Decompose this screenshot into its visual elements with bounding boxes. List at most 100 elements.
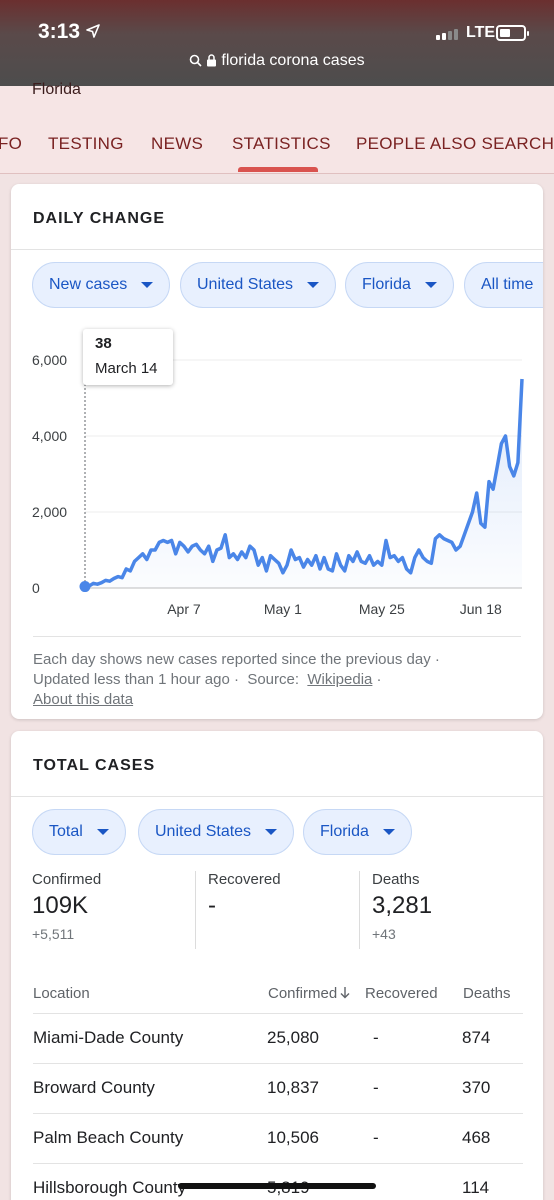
stat-deaths: Deaths 3,281 +43 bbox=[372, 871, 432, 942]
tab-strip: FO TESTING NEWS STATISTICS PEOPLE ALSO S… bbox=[0, 118, 554, 174]
tab-info[interactable]: FO bbox=[0, 134, 23, 153]
total-country-label: United States bbox=[155, 823, 252, 840]
daily-change-chart[interactable]: 0 2,000 4,000 6,000 Apr 7 May 1 May 25 Jun 18 bbox=[11, 324, 543, 624]
tab-people-also-search[interactable]: PEOPLE ALSO SEARCH F bbox=[356, 134, 554, 153]
cell-confirmed: 25,080 bbox=[267, 1028, 319, 1047]
cell-recovered: - bbox=[373, 1028, 379, 1047]
cell-location: Hillsborough County bbox=[33, 1178, 187, 1197]
y-tick-label: 2,000 bbox=[32, 504, 67, 520]
country-dropdown[interactable]: United States bbox=[180, 262, 337, 308]
home-indicator[interactable] bbox=[178, 1183, 376, 1189]
tooltip-date: March 14 bbox=[95, 360, 158, 377]
stat-delta: +5,511 bbox=[32, 926, 75, 942]
status-time: 3:13 bbox=[38, 20, 81, 43]
column-header-deaths[interactable]: Deaths bbox=[463, 985, 511, 1002]
dropdown-caret-icon bbox=[265, 829, 278, 835]
dropdown-caret-icon bbox=[424, 282, 437, 288]
column-header-location[interactable]: Location bbox=[33, 985, 90, 1002]
chart-tooltip: 38 March 14 bbox=[83, 329, 173, 385]
cell-deaths: 468 bbox=[462, 1128, 491, 1147]
dropdown-caret-icon bbox=[96, 829, 109, 835]
time-range-dropdown[interactable]: All time bbox=[464, 262, 543, 308]
cell-deaths: 874 bbox=[462, 1028, 491, 1047]
table-row[interactable]: Broward County 10,837 - 370 bbox=[33, 1063, 523, 1113]
x-tick-label: May 1 bbox=[264, 601, 302, 617]
dropdown-caret-icon bbox=[307, 282, 320, 288]
stat-separator bbox=[359, 871, 360, 949]
dropdown-caret-icon bbox=[382, 829, 395, 835]
stat-recovered: Recovered - bbox=[208, 871, 281, 920]
cell-deaths: 370 bbox=[462, 1078, 491, 1097]
card-divider bbox=[11, 796, 543, 797]
stat-confirmed: Confirmed 109K +5,511 bbox=[32, 871, 101, 942]
sort-down-arrow-icon bbox=[340, 987, 350, 999]
chart-footnote: Each day shows new cases reported since … bbox=[33, 650, 513, 710]
footnote-line1: Each day shows new cases reported since … bbox=[33, 651, 440, 668]
x-tick-label: May 25 bbox=[359, 601, 405, 617]
battery-icon bbox=[496, 25, 529, 41]
cell-confirmed: 10,837 bbox=[267, 1078, 319, 1097]
cell-confirmed: 10,506 bbox=[267, 1128, 319, 1147]
metric-dropdown[interactable]: New cases bbox=[32, 262, 171, 308]
table-row[interactable]: Hillsborough County 5,819 114 bbox=[33, 1163, 523, 1200]
cell-recovered: - bbox=[373, 1078, 379, 1097]
url-bar[interactable]: florida corona cases bbox=[0, 52, 554, 70]
stat-label: Deaths bbox=[372, 871, 420, 888]
source-link[interactable]: Wikipedia bbox=[307, 671, 373, 688]
knowledge-header bbox=[0, 86, 554, 174]
about-data-link[interactable]: About this data bbox=[33, 691, 134, 708]
cell-location: Miami-Dade County bbox=[33, 1028, 184, 1047]
total-country-dropdown[interactable]: United States bbox=[138, 809, 295, 855]
metric-dropdown-label: New cases bbox=[49, 276, 128, 293]
daily-change-title: DAILY CHANGE bbox=[33, 210, 166, 227]
stat-value: 3,281 bbox=[372, 892, 433, 919]
total-region-label: Florida bbox=[320, 823, 369, 840]
column-header-confirmed-label: Confirmed bbox=[268, 985, 338, 1002]
cell-location: Broward County bbox=[33, 1078, 155, 1097]
stat-delta: +43 bbox=[372, 926, 396, 942]
footnote-source-label: Source: bbox=[247, 671, 300, 688]
region-dropdown[interactable]: Florida bbox=[345, 262, 454, 308]
place-name: Florida bbox=[32, 81, 81, 98]
y-tick-label: 4,000 bbox=[32, 428, 67, 444]
y-tick-label: 0 bbox=[32, 580, 40, 596]
footnote-updated: Updated less than 1 hour ago bbox=[33, 671, 230, 688]
chart-svg: 0 2,000 4,000 6,000 Apr 7 May 1 May 25 Jun 18 bbox=[32, 352, 524, 617]
total-region-dropdown[interactable]: Florida bbox=[303, 809, 412, 855]
region-dropdown-label: Florida bbox=[362, 276, 411, 293]
search-icon bbox=[190, 54, 202, 67]
table-row[interactable]: Palm Beach County 10,506 - 468 bbox=[33, 1113, 523, 1163]
header-divider bbox=[0, 173, 554, 174]
stat-label: Confirmed bbox=[32, 871, 102, 888]
table-row[interactable]: Miami-Dade County 25,080 - 874 bbox=[33, 1013, 523, 1063]
stat-value: 109K bbox=[32, 892, 89, 919]
tab-news[interactable]: NEWS bbox=[151, 134, 204, 153]
dropdown-caret-icon bbox=[141, 282, 154, 288]
url-query: florida corona cases bbox=[221, 52, 365, 69]
hover-point bbox=[79, 581, 91, 593]
tab-statistics[interactable]: STATISTICS bbox=[232, 134, 331, 153]
active-tab-indicator bbox=[238, 167, 318, 172]
card-divider bbox=[11, 249, 543, 250]
country-dropdown-label: United States bbox=[197, 276, 294, 293]
tab-testing[interactable]: TESTING bbox=[48, 134, 124, 153]
column-header-confirmed[interactable]: Confirmed bbox=[268, 985, 351, 1002]
x-tick-label: Apr 7 bbox=[167, 601, 201, 617]
daily-change-card: DAILY CHANGE New cases United States Flo… bbox=[11, 184, 543, 719]
column-header-recovered[interactable]: Recovered bbox=[365, 985, 438, 1002]
time-range-dropdown-label: All time bbox=[481, 276, 534, 293]
series-area bbox=[85, 379, 522, 588]
total-metric-dropdown[interactable]: Total bbox=[32, 809, 126, 855]
cell-location: Palm Beach County bbox=[33, 1128, 184, 1147]
network-type: LTE bbox=[466, 24, 496, 41]
cell-recovered: - bbox=[373, 1128, 379, 1147]
total-cases-card: TOTAL CASES Total United States Florida … bbox=[11, 731, 543, 1200]
stat-value: - bbox=[208, 892, 216, 919]
y-tick-label: 6,000 bbox=[32, 352, 67, 368]
signal-strength-icon bbox=[436, 29, 458, 40]
stat-label: Recovered bbox=[208, 871, 281, 888]
tooltip-value: 38 bbox=[95, 335, 112, 352]
total-metric-label: Total bbox=[49, 823, 83, 840]
stat-separator bbox=[195, 871, 196, 949]
location-arrow-icon bbox=[86, 24, 100, 38]
